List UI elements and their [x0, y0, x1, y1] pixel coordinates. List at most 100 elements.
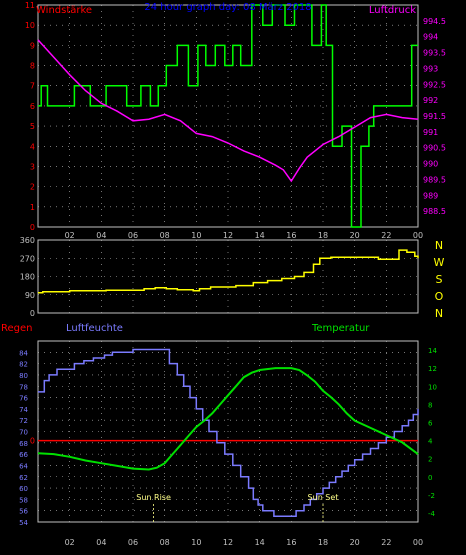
humidity-tick-label: 54 — [19, 519, 28, 527]
time-tick-label: 16 — [286, 538, 296, 547]
rain-y-tick: 0 — [30, 437, 35, 446]
temperature-tick-label: 2 — [428, 456, 432, 464]
time-tick-label: 02 — [65, 231, 75, 240]
time-tick-label: 06 — [128, 231, 138, 240]
wind-force-tick-label: 2 — [30, 183, 35, 192]
wind-pressure-grid — [38, 4, 419, 228]
time-tick-label: 04 — [96, 231, 106, 240]
humidity-temperature-grid — [38, 341, 419, 523]
humidity-temperature-panel: Regen Luftfeuchte Temperatur Sun Rise Sun… — [1, 323, 437, 547]
air-pressure-tick-label: 992 — [423, 96, 438, 105]
wind-force-tick-label: 7 — [30, 82, 35, 91]
wind-force-series-line — [38, 4, 418, 228]
compass-letter: O — [435, 290, 444, 303]
humidity-tick-label: 72 — [19, 417, 28, 425]
wind-force-tick-label: 1 — [30, 203, 35, 212]
humidity-tick-label: 68 — [19, 440, 28, 448]
wind-pressure-x-ticks: 02 04 06 08 10 12 14 16 18 20 22 00 — [65, 231, 424, 240]
temperature-tick-label: 14 — [428, 347, 437, 355]
wind-force-tick-label: 10 — [25, 21, 35, 30]
time-tick-label: 12 — [223, 231, 233, 240]
temperature-tick-label: 8 — [428, 401, 432, 409]
wind-direction-tick-label: 360 — [20, 236, 35, 245]
sun-annotation-label: Sun Set — [308, 493, 339, 502]
wind-force-y-ticks: 0 1 2 3 4 5 6 7 8 9 10 11 — [25, 1, 35, 232]
compass-letter: N — [435, 307, 443, 320]
air-pressure-tick-label: 994 — [423, 33, 438, 42]
wind-force-tick-label: 0 — [30, 223, 35, 232]
humidity-tick-label: 82 — [19, 361, 28, 369]
time-tick-label: 14 — [255, 231, 265, 240]
air-pressure-tick-label: 989 — [423, 191, 438, 200]
humidity-tick-label: 56 — [19, 508, 28, 516]
air-pressure-y-ticks: 988.5 989 989.5 990 990.5 991 991.5 992 992.5 993… — [423, 17, 446, 216]
wind-direction-tick-label: 270 — [20, 254, 35, 263]
time-tick-label: 02 — [65, 538, 75, 547]
temperature-tick-label: 4 — [428, 438, 433, 446]
compass-letter: S — [436, 273, 443, 286]
temperature-y-ticks: -4 -2 0 2 4 6 8 10 12 14 — [428, 347, 437, 518]
time-tick-label: 20 — [350, 231, 360, 240]
wind-direction-y-ticks: 0 90 180 270 360 — [20, 236, 35, 318]
compass-letter: W — [434, 256, 445, 269]
time-tick-label: 00 — [413, 231, 423, 240]
temperature-tick-label: 12 — [428, 365, 437, 373]
humidity-axis-label: Luftfeuchte — [66, 323, 123, 334]
rain-axis-label: Regen — [1, 323, 33, 334]
temperature-tick-label: 6 — [428, 419, 433, 427]
humidity-tick-label: 66 — [19, 451, 28, 459]
wind-direction-tick-label: 0 — [30, 309, 35, 318]
wind-direction-grid — [38, 239, 419, 314]
temperature-series-line — [37, 367, 419, 471]
sun-annotation-label: Sun Rise — [136, 493, 171, 502]
wind-force-tick-label: 4 — [30, 142, 35, 151]
humidity-y-ticks: 54 56 58 60 62 64 66 68 70 72 74 76 78 80 82 84 — [19, 349, 28, 527]
time-tick-label: 14 — [255, 538, 265, 547]
humidity-tick-label: 62 — [19, 474, 28, 482]
time-tick-label: 22 — [381, 231, 391, 240]
time-tick-label: 10 — [191, 538, 201, 547]
air-pressure-tick-label: 992.5 — [423, 80, 446, 89]
wind-force-tick-label: 9 — [30, 41, 35, 50]
humidity-tick-label: 78 — [19, 383, 28, 391]
temperature-axis-label: Temperatur — [311, 323, 370, 334]
chart-title: 24 hour graph day: 08 März 2018 — [144, 2, 311, 13]
time-tick-label: 08 — [160, 538, 170, 547]
humidity-tick-label: 74 — [19, 406, 28, 414]
temperature-tick-label: 0 — [428, 474, 432, 482]
air-pressure-tick-label: 988.5 — [423, 207, 446, 216]
humidity-series-line — [38, 348, 419, 518]
wind-force-tick-label: 8 — [30, 62, 35, 71]
humidity-tick-label: 76 — [19, 395, 28, 403]
humidity-temperature-x-ticks: 02 04 06 08 10 12 14 16 18 20 22 00 — [65, 538, 424, 547]
air-pressure-tick-label: 990.5 — [423, 144, 446, 153]
time-tick-label: 12 — [223, 538, 233, 547]
air-pressure-axis-label: Luftdruck — [369, 5, 416, 16]
time-tick-label: 16 — [286, 231, 296, 240]
air-pressure-tick-label: 993 — [423, 64, 438, 73]
time-tick-label: 00 — [413, 538, 423, 547]
air-pressure-tick-label: 990 — [423, 160, 438, 169]
wind-force-axis-label: Windstärke — [36, 5, 92, 16]
humidity-tick-label: 84 — [19, 349, 28, 357]
wind-force-tick-label: 6 — [30, 102, 35, 111]
humidity-tick-label: 64 — [19, 462, 28, 470]
air-pressure-tick-label: 989.5 — [423, 175, 446, 184]
humidity-tick-label: 70 — [19, 429, 28, 437]
wind-force-tick-label: 5 — [30, 122, 35, 131]
time-tick-label: 20 — [350, 538, 360, 547]
humidity-tick-label: 60 — [19, 485, 28, 493]
time-tick-label: 10 — [191, 231, 201, 240]
air-pressure-tick-label: 993.5 — [423, 49, 446, 58]
compass-letter: N — [435, 239, 443, 252]
air-pressure-series-line — [37, 39, 419, 183]
air-pressure-tick-label: 991.5 — [423, 112, 446, 121]
wind-direction-series-line — [38, 249, 419, 294]
wind-direction-tick-label: 90 — [25, 291, 35, 300]
time-tick-label: 04 — [96, 538, 106, 547]
temperature-tick-label: -2 — [428, 492, 435, 500]
time-tick-label: 22 — [381, 538, 391, 547]
